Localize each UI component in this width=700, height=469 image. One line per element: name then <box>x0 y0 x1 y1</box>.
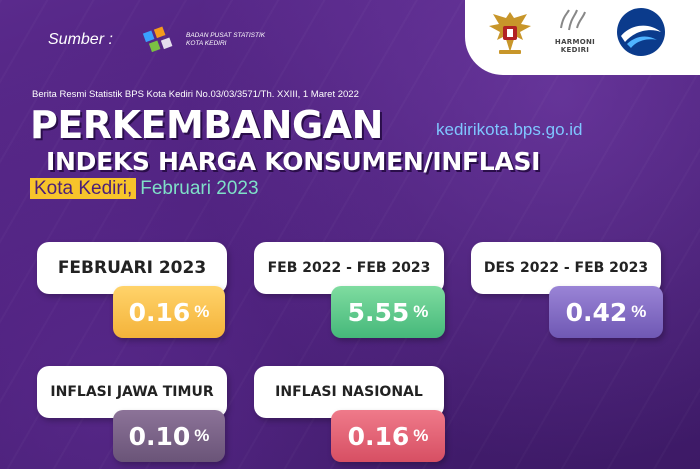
logo-panel: HARMONI KEDIRI <box>465 0 700 75</box>
city-label: Kota Kediri, <box>30 178 137 199</box>
card-label-nasional: INFLASI NASIONAL <box>254 366 444 418</box>
subtitle: Kota Kediri, Februari 2023 <box>30 178 259 200</box>
value-number: 5.55 <box>347 297 410 327</box>
kominfo-logo-icon <box>617 8 665 56</box>
value-number: 0.10 <box>128 421 191 451</box>
value-badge-februari: 0.16% <box>113 286 225 338</box>
website-url[interactable]: kedirikota.bps.go.id <box>436 120 583 139</box>
period-label: Februari 2023 <box>140 178 259 199</box>
bps-org-name: BADAN PUSAT STATISTIK KOTA KEDIRI <box>186 32 265 48</box>
berita-resmi-line: Berita Resmi Statistik BPS Kota Kediri N… <box>32 89 359 100</box>
source-label: Sumber : <box>48 31 113 48</box>
value-unit: % <box>413 426 429 445</box>
value-number: 0.16 <box>128 297 191 327</box>
card-label-ytd: DES 2022 - FEB 2023 <box>471 242 661 294</box>
harmoni-text-2: KEDIRI <box>560 46 590 54</box>
value-badge-yoy: 5.55% <box>331 286 445 338</box>
value-badge-nasional: 0.16% <box>331 410 445 462</box>
value-unit: % <box>413 302 429 321</box>
value-number: 0.16 <box>347 421 410 451</box>
harmoni-text-1: HARMONI <box>554 38 596 46</box>
title-line-2: INDEKS HARGA KONSUMEN/INFLASI <box>46 147 541 176</box>
value-unit: % <box>194 302 210 321</box>
value-unit: % <box>631 302 647 321</box>
value-badge-jatim: 0.10% <box>113 410 225 462</box>
bps-org-line1: BADAN PUSAT STATISTIK <box>186 32 266 39</box>
card-label-yoy: FEB 2022 - FEB 2023 <box>254 242 444 294</box>
value-number: 0.42 <box>565 297 628 327</box>
title-line-1: PERKEMBANGAN <box>30 103 383 147</box>
value-unit: % <box>194 426 210 445</box>
card-label-februari: FEBRUARI 2023 <box>37 242 227 294</box>
harmoni-kediri-logo: HARMONI KEDIRI <box>553 6 597 66</box>
value-badge-ytd: 0.42% <box>549 286 663 338</box>
garuda-emblem-icon <box>489 12 531 54</box>
harmoni-wave-icon <box>560 9 586 31</box>
card-label-jatim: INFLASI JAWA TIMUR <box>37 366 227 418</box>
bps-org-line2: KOTA KEDIRI <box>186 40 227 47</box>
bps-logo-icon <box>142 26 173 53</box>
